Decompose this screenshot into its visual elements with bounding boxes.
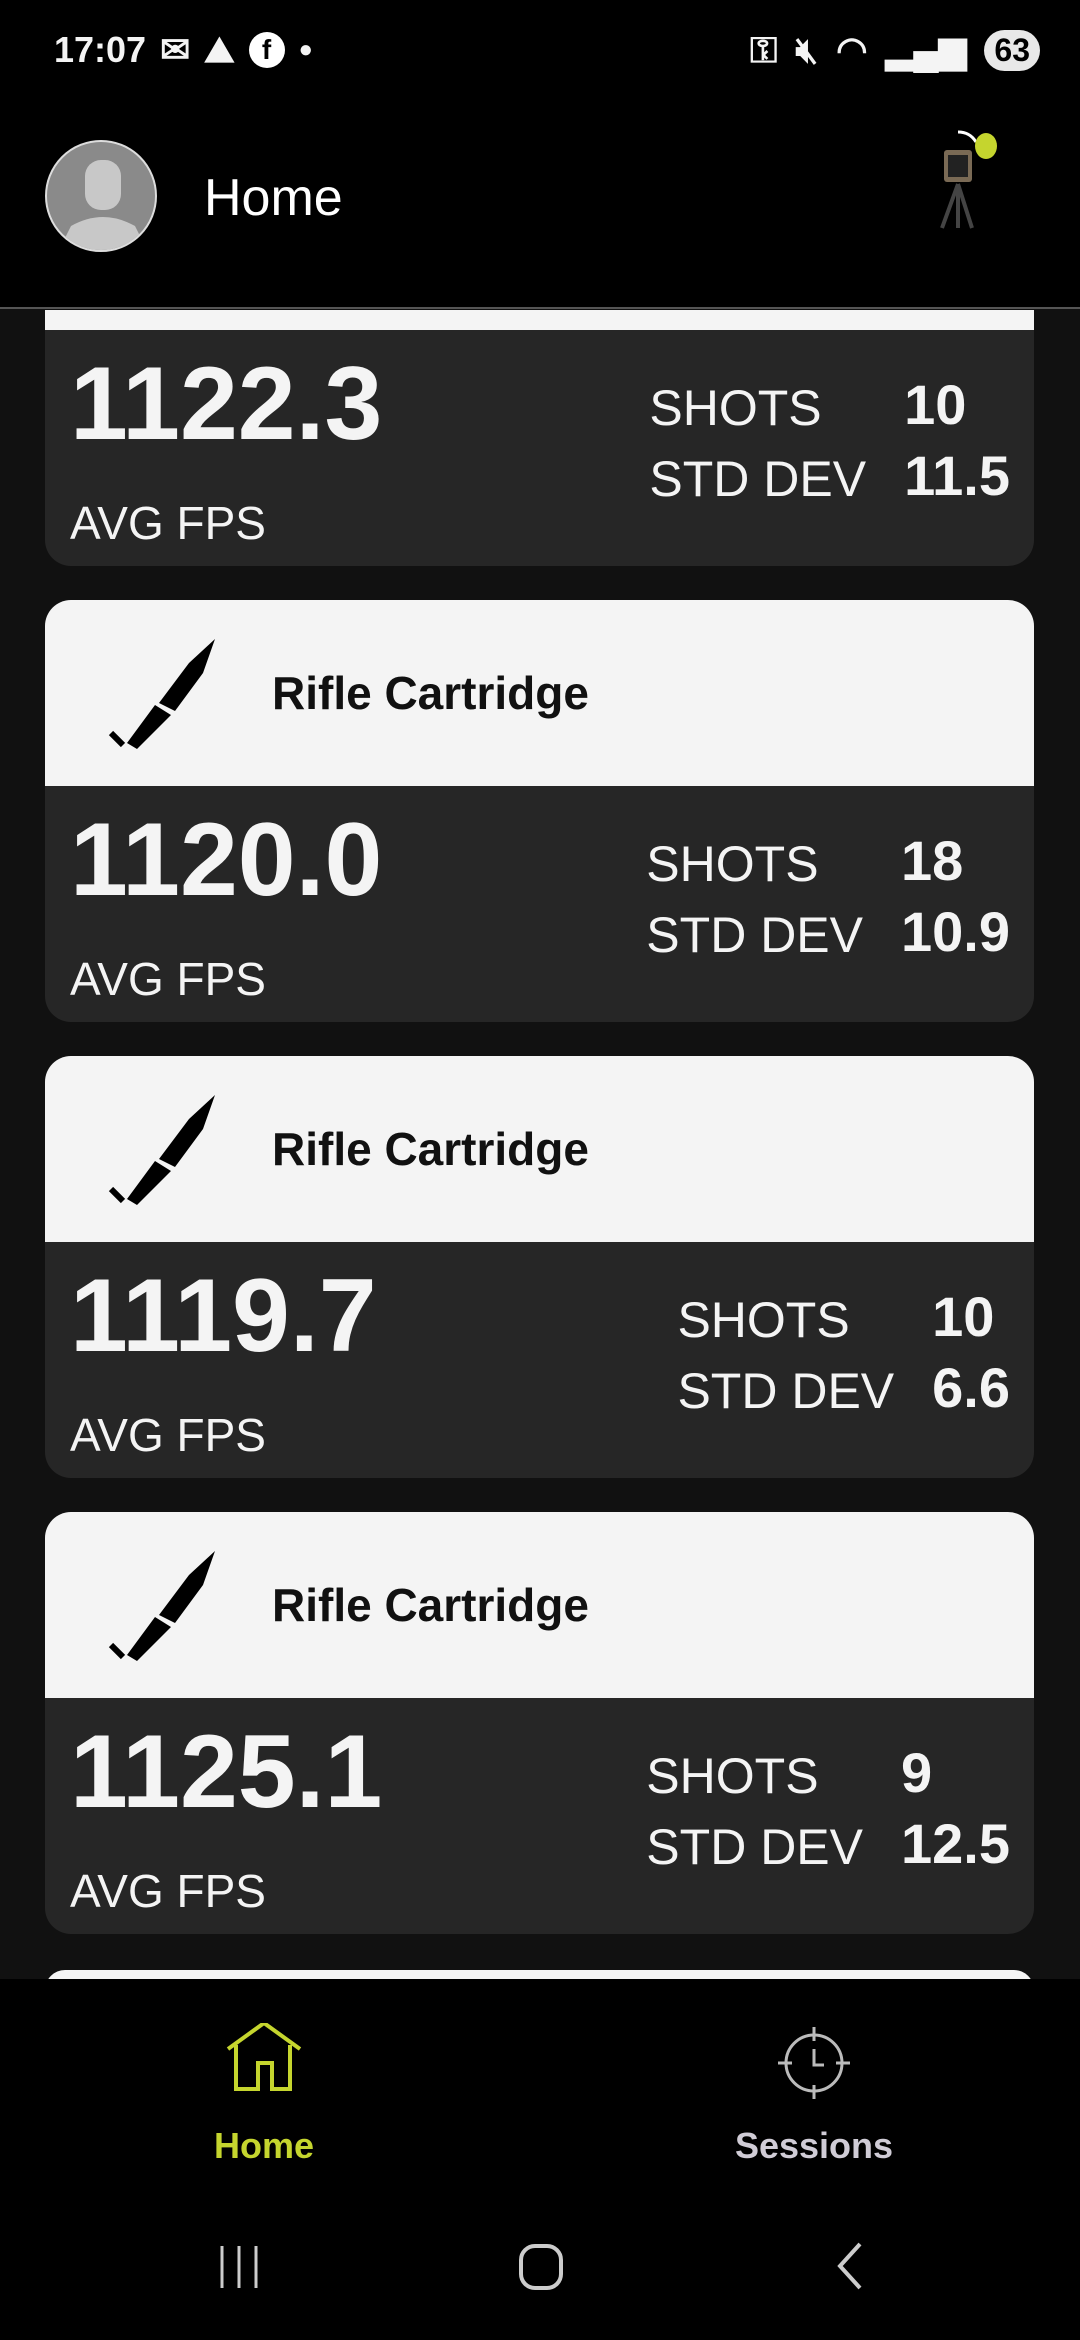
dot-icon: ● [298, 36, 314, 63]
recents-icon[interactable] [220, 2246, 258, 2288]
shots-label: SHOTS [646, 1748, 819, 1804]
bottom-nav: Home Sessions [0, 1979, 1080, 2340]
session-list[interactable]: 1122.3 AVG FPS SHOTS 10 STD DEV 11.5 Rif… [0, 310, 1080, 1980]
cartridge-name: Rifle Cartridge [272, 1579, 589, 1631]
avg-fps-label: AVG FPS [70, 953, 266, 1005]
shots-value: 10 [932, 1285, 995, 1348]
card-header [45, 310, 1034, 330]
shots-label: SHOTS [677, 1292, 850, 1348]
std-dev-label: STD DEV [646, 907, 863, 963]
nav-sessions-label: Sessions [734, 2125, 894, 2166]
nav-home-label: Home [213, 2125, 315, 2166]
home-button-icon[interactable] [519, 2244, 563, 2290]
key-icon: ⚿ [750, 28, 778, 70]
signal-icon: ▂▄▆ [885, 29, 967, 70]
device-icon[interactable] [930, 128, 1010, 238]
shots-label: SHOTS [649, 380, 822, 436]
std-dev-value: 11.5 [904, 444, 1010, 507]
std-dev-label: STD DEV [646, 1819, 863, 1875]
std-dev-value: 12.5 [901, 1812, 1010, 1875]
nav-home[interactable]: Home [144, 2023, 384, 2167]
card-header: Rifle Cartridge [45, 1056, 1034, 1242]
session-card[interactable] [45, 1970, 1034, 1980]
bullet-icon [108, 639, 215, 749]
app-icon: ⛰ [204, 28, 235, 70]
cartridge-name: Rifle Cartridge [272, 1123, 589, 1175]
crosshair-icon [778, 2027, 850, 2099]
shots-label: SHOTS [646, 836, 819, 892]
mail-icon: ✉ [160, 29, 191, 70]
avg-fps-label: AVG FPS [70, 1865, 266, 1917]
std-dev-label: STD DEV [649, 451, 867, 507]
session-card[interactable]: Rifle Cartridge 1120.0 AVG FPS SHOTS 18 … [45, 600, 1034, 1022]
home-icon [226, 2023, 302, 2091]
nav-sessions[interactable]: Sessions [694, 2023, 934, 2167]
session-card[interactable]: Rifle Cartridge 1125.1 AVG FPS SHOTS 9 S… [45, 1512, 1034, 1934]
card-stats: 1125.1 AVG FPS SHOTS 9 STD DEV 12.5 [45, 1698, 1034, 1934]
back-icon[interactable] [837, 2242, 862, 2290]
status-bar: 17:07 ✉ ⛰ f ● ⚿ 🔇︎ ◠ ▂▄▆ 63 [0, 0, 1080, 100]
mute-icon: 🔇︎ [795, 28, 819, 70]
avg-fps-label: AVG FPS [70, 1409, 266, 1461]
avg-fps-value: 1120.0 [70, 802, 383, 918]
avg-fps-value: 1125.1 [70, 1714, 383, 1830]
card-stats: 1119.7 AVG FPS SHOTS 10 STD DEV 6.6 [45, 1242, 1034, 1478]
card-header: Rifle Cartridge [45, 1512, 1034, 1698]
card-stats: 1122.3 AVG FPS SHOTS 10 STD DEV 11.5 [45, 330, 1034, 566]
session-card[interactable]: Rifle Cartridge 1119.7 AVG FPS SHOTS 10 … [45, 1056, 1034, 1478]
system-nav [220, 2242, 862, 2290]
std-dev-value: 6.6 [932, 1356, 1010, 1419]
shots-value: 18 [901, 829, 964, 892]
battery-badge: 63 [984, 29, 1040, 71]
shots-value: 10 [904, 373, 967, 436]
session-card[interactable]: 1122.3 AVG FPS SHOTS 10 STD DEV 11.5 [45, 310, 1034, 566]
avg-fps-value: 1122.3 [70, 346, 383, 462]
avatar[interactable] [45, 140, 157, 252]
card-stats: 1120.0 AVG FPS SHOTS 18 STD DEV 10.9 [45, 786, 1034, 1022]
std-dev-label: STD DEV [677, 1363, 895, 1419]
app-header: Home [0, 100, 1080, 309]
avg-fps-value: 1119.7 [70, 1258, 377, 1374]
bullet-icon [108, 1551, 215, 1661]
bullet-icon [108, 1095, 215, 1205]
cartridge-name: Rifle Cartridge [272, 667, 589, 719]
shots-value: 9 [901, 1741, 933, 1804]
status-time: 17:07 [54, 29, 147, 70]
facebook-icon: f [248, 32, 285, 68]
page-title: Home [204, 169, 343, 227]
wifi-icon: ◠ [836, 29, 868, 70]
std-dev-value: 10.9 [901, 900, 1010, 963]
avg-fps-label: AVG FPS [70, 497, 266, 549]
card-header: Rifle Cartridge [45, 600, 1034, 786]
